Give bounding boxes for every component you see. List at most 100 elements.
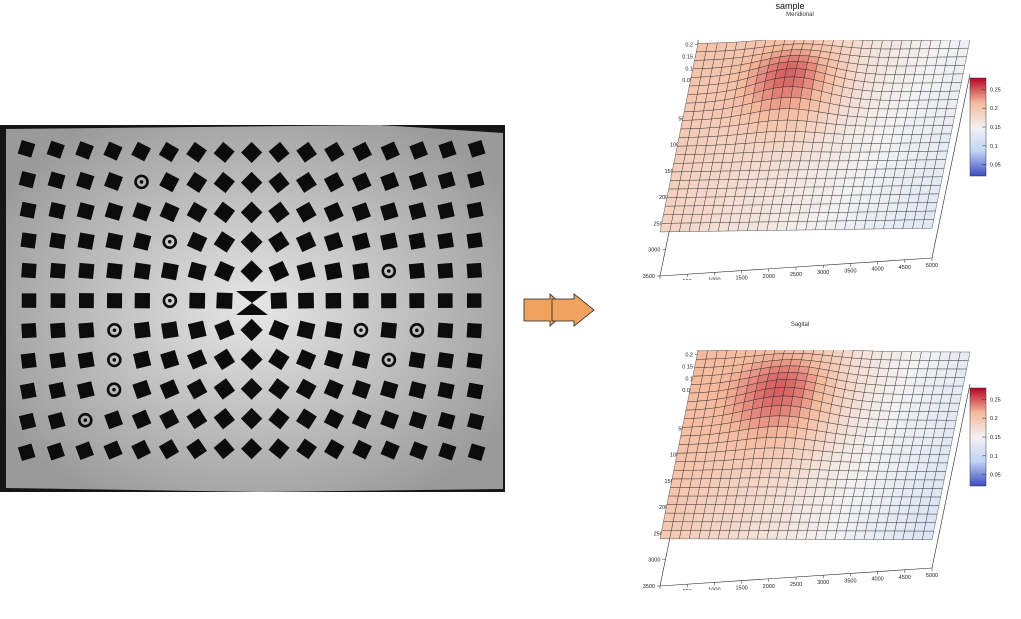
- surface-cell: [948, 40, 961, 49]
- surface-cell: [710, 213, 722, 223]
- surface-cell: [912, 219, 925, 229]
- surface-cell: [748, 213, 761, 223]
- surface-cell: [757, 170, 770, 180]
- surface-cell: [722, 153, 735, 163]
- surface-cell: [924, 65, 936, 75]
- surface-cell: [938, 402, 951, 412]
- surface-cell: [867, 462, 880, 472]
- surface-cell: [866, 418, 879, 429]
- surface-cell: [938, 351, 951, 361]
- surface-cell: [904, 211, 917, 221]
- surface-cell: [885, 65, 898, 75]
- surface-cell: [928, 91, 941, 101]
- surface-cell: [861, 350, 874, 360]
- surface-cell: [673, 461, 686, 471]
- surface-cell: [811, 450, 824, 461]
- surface-cell: [808, 203, 821, 213]
- surface-cell: [836, 212, 849, 222]
- surface-cell: [843, 434, 856, 445]
- surface-cell: [942, 428, 955, 438]
- surface-cell: [915, 108, 928, 118]
- surface-cell: [898, 454, 911, 463]
- surface-cell: [892, 125, 905, 135]
- surface-cell: [834, 220, 847, 230]
- surface-cell: [860, 90, 873, 100]
- surface-cell: [740, 204, 753, 214]
- surface-cell: [742, 196, 755, 206]
- surface-cell: [915, 202, 928, 212]
- surface-cell: [789, 513, 802, 523]
- surface-cell: [881, 445, 893, 455]
- surface-cell: [894, 428, 907, 438]
- surface-cell: [695, 188, 708, 198]
- target-square: [380, 141, 400, 161]
- surface-cell: [951, 73, 964, 83]
- surface-cell: [919, 185, 932, 195]
- surface-cell: [932, 385, 944, 395]
- surface-cell: [909, 402, 921, 412]
- target-square: [408, 202, 427, 221]
- surface-cell: [935, 462, 948, 472]
- target-square: [46, 442, 65, 461]
- target-square: [18, 412, 37, 431]
- surface-cell: [786, 221, 798, 231]
- surface-cell: [887, 151, 900, 161]
- surface-cell: [783, 187, 796, 197]
- surface-cell: [678, 128, 691, 138]
- surface-cell: [814, 178, 827, 188]
- target-square: [213, 408, 235, 430]
- surface-cell: [766, 530, 779, 540]
- target-square: [76, 381, 95, 399]
- surface-cell: [698, 127, 711, 138]
- surface-cell: [723, 143, 736, 154]
- surface-cell: [850, 88, 863, 100]
- surface-cell: [864, 168, 877, 179]
- surface-cell: [889, 142, 901, 153]
- target-square: [351, 202, 371, 222]
- surface-cell: [910, 134, 923, 144]
- surface-cell: [701, 162, 713, 172]
- surface-cell: [716, 179, 729, 189]
- surface-cell: [720, 469, 733, 479]
- surface-cell: [904, 522, 917, 532]
- surface-cell: [900, 134, 913, 144]
- surface-cell: [863, 125, 876, 135]
- surface-cell: [854, 479, 867, 489]
- surface-cell: [762, 504, 774, 514]
- surface-cell: [932, 479, 945, 489]
- surface-cell: [822, 133, 835, 144]
- surface-cell: [791, 353, 804, 361]
- fiducial-dot: [167, 239, 172, 244]
- target-square: [380, 410, 400, 430]
- surface-cell: [954, 56, 967, 66]
- target-square: [298, 292, 314, 309]
- surface-cell: [834, 433, 847, 445]
- surface-cell: [836, 522, 849, 532]
- surface-cell: [797, 521, 810, 531]
- surface-cell: [884, 211, 897, 221]
- target-square: [466, 322, 482, 339]
- surface-cell: [917, 505, 930, 515]
- surface-cell: [909, 185, 922, 195]
- surface-cell: [744, 187, 757, 197]
- surface-cell: [718, 530, 730, 540]
- surface-cell: [786, 372, 799, 380]
- surface-cell: [868, 99, 881, 109]
- surface-cell: [730, 161, 743, 172]
- surface-cell: [894, 376, 907, 386]
- surface-cell: [838, 203, 850, 213]
- surface-cell: [862, 177, 875, 187]
- surface-cell: [727, 222, 740, 232]
- surface-cell: [848, 461, 861, 472]
- surface-cell: [907, 99, 920, 110]
- surface-cell: [800, 504, 813, 514]
- surface-cell: [787, 108, 800, 121]
- surface-cell: [832, 350, 844, 358]
- target-square: [46, 140, 65, 159]
- surface-cell: [755, 486, 768, 497]
- surface-cell: [839, 95, 852, 108]
- surface-cell: [869, 359, 882, 369]
- target-square: [324, 141, 345, 163]
- target-square: [409, 441, 428, 461]
- surface-cell: [810, 88, 823, 102]
